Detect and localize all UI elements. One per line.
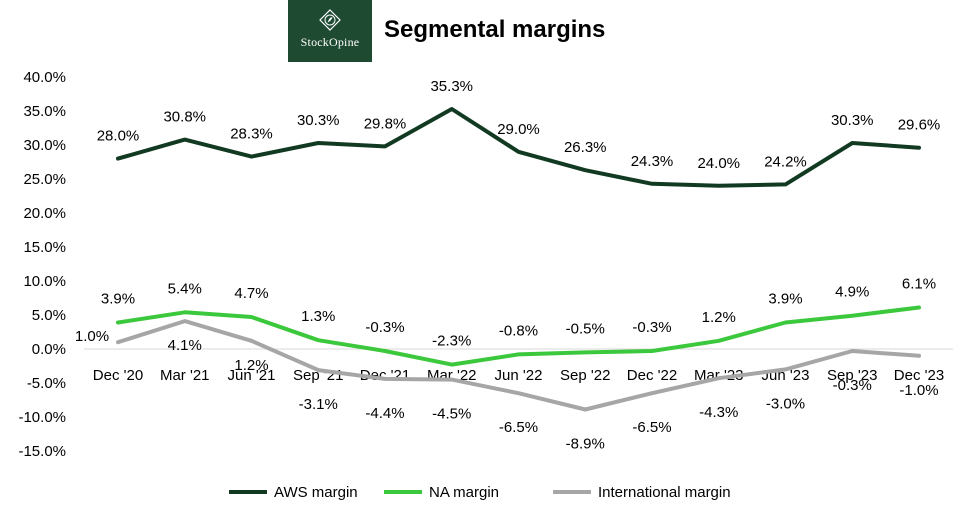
data-label: 3.9% bbox=[101, 290, 135, 307]
x-tick-label: Jun '21 bbox=[228, 367, 276, 384]
data-label: 29.6% bbox=[898, 117, 941, 134]
data-label: 4.7% bbox=[234, 285, 268, 302]
series-line-na-margin bbox=[116, 305, 921, 367]
data-label: 30.3% bbox=[831, 112, 874, 129]
x-tick-label: Jun '22 bbox=[495, 367, 543, 384]
y-tick-label: 15.0% bbox=[23, 239, 66, 256]
y-tick-label: 0.0% bbox=[32, 341, 66, 358]
y-tick-label: 10.0% bbox=[23, 273, 66, 290]
y-tick-label: 40.0% bbox=[23, 69, 66, 86]
data-label: 35.3% bbox=[430, 78, 473, 95]
data-label: 26.3% bbox=[564, 139, 607, 156]
data-label: -6.5% bbox=[632, 419, 671, 436]
data-label: -3.1% bbox=[299, 396, 338, 413]
data-label: 1.2% bbox=[234, 357, 268, 374]
series-line-aws-margin bbox=[116, 107, 921, 188]
brand-name: StockOpine bbox=[300, 35, 360, 49]
x-tick-label: Sep '22 bbox=[560, 367, 610, 384]
diamond-leaf-icon bbox=[319, 9, 341, 31]
y-tick-label: 35.0% bbox=[23, 103, 66, 120]
y-tick-label: -5.0% bbox=[27, 375, 66, 392]
data-label: -4.4% bbox=[365, 405, 404, 422]
data-label: -1.0% bbox=[899, 382, 938, 399]
data-label: 28.0% bbox=[97, 128, 140, 145]
x-tick-label: Sep '23 bbox=[827, 367, 877, 384]
data-label: 24.3% bbox=[631, 153, 674, 170]
legend-label: NA margin bbox=[429, 484, 499, 501]
y-tick-label: 20.0% bbox=[23, 205, 66, 222]
series-line-international-margin bbox=[116, 319, 921, 412]
data-label: -8.9% bbox=[566, 436, 605, 453]
data-label: 24.2% bbox=[764, 153, 807, 170]
data-label: -4.5% bbox=[432, 406, 471, 423]
data-label: -4.3% bbox=[699, 404, 738, 421]
data-label: 6.1% bbox=[902, 276, 936, 293]
data-label: 1.3% bbox=[301, 308, 335, 325]
legend-label: AWS margin bbox=[274, 484, 358, 501]
data-label: 4.9% bbox=[835, 284, 869, 301]
y-tick-label: 30.0% bbox=[23, 137, 66, 154]
data-label: -0.5% bbox=[566, 320, 605, 337]
x-tick-label: Dec '23 bbox=[894, 367, 944, 384]
data-label: 5.4% bbox=[168, 280, 202, 297]
legend-label: International margin bbox=[598, 484, 731, 501]
data-label: -0.3% bbox=[365, 319, 404, 336]
x-tick-label: Dec '20 bbox=[93, 367, 143, 384]
y-tick-label: -15.0% bbox=[18, 443, 66, 460]
data-label: 29.8% bbox=[364, 115, 407, 132]
data-label: 4.1% bbox=[168, 337, 202, 354]
data-label: -0.3% bbox=[833, 377, 872, 394]
chart-title: Segmental margins bbox=[384, 16, 606, 43]
data-label: 3.9% bbox=[768, 290, 802, 307]
data-label: 30.3% bbox=[297, 112, 340, 129]
data-label: -0.3% bbox=[632, 319, 671, 336]
data-label: 1.2% bbox=[702, 309, 736, 326]
brand-logo: StockOpine bbox=[288, 0, 372, 62]
data-label: 1.0% bbox=[75, 328, 109, 345]
data-label: -2.3% bbox=[432, 333, 471, 350]
data-label: -3.0% bbox=[766, 395, 805, 412]
y-tick-label: -10.0% bbox=[18, 409, 66, 426]
data-label: 24.0% bbox=[697, 155, 740, 172]
y-tick-label: 5.0% bbox=[32, 307, 66, 324]
data-label: -6.5% bbox=[499, 419, 538, 436]
y-tick-label: 25.0% bbox=[23, 171, 66, 188]
x-tick-label: Mar '21 bbox=[160, 367, 210, 384]
data-label: 28.3% bbox=[230, 126, 273, 143]
data-label: -0.8% bbox=[499, 322, 538, 339]
data-label: 29.0% bbox=[497, 121, 540, 138]
data-label: 30.8% bbox=[163, 109, 206, 126]
x-tick-label: Dec '22 bbox=[627, 367, 677, 384]
